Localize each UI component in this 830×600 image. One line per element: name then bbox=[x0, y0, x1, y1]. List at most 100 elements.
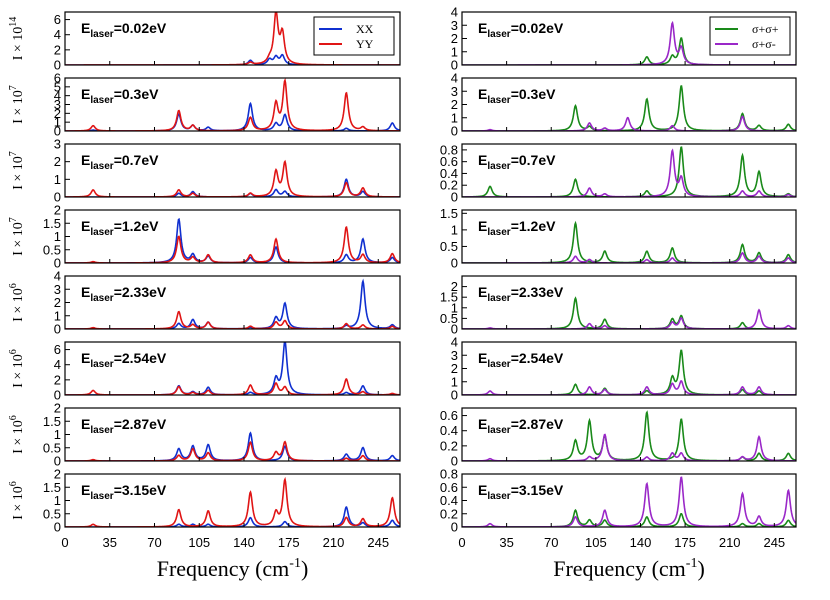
legend-right: σ+σ+σ+σ- bbox=[709, 16, 791, 56]
x-tick-label: 0 bbox=[61, 535, 68, 550]
panel-frame bbox=[64, 341, 401, 396]
y-tick-label: 2 bbox=[54, 106, 61, 121]
y-tick-label: 6 bbox=[54, 71, 61, 86]
y-tick-label: 2 bbox=[54, 154, 61, 169]
panel-energy-label: Elaser=0.7eV bbox=[81, 152, 159, 172]
y-tick-label: 0 bbox=[451, 256, 458, 271]
series-line-left-3-1 bbox=[65, 178, 400, 197]
panel-right-4: 0 0.5 11.5 Elaser=1.2eV bbox=[440, 206, 797, 271]
y-axis-label: I × 107 bbox=[8, 85, 26, 124]
y-tick-label: 2 bbox=[451, 361, 458, 376]
y-tick-label: 0 bbox=[54, 124, 61, 139]
y-tick-label: 1 bbox=[451, 44, 458, 59]
x-tick-label: 0 bbox=[458, 535, 465, 550]
y-tick-label: 5 bbox=[54, 79, 61, 94]
series-line-left-7-1 bbox=[65, 431, 400, 461]
legend-box bbox=[709, 16, 791, 56]
y-tick-label: 2 bbox=[451, 31, 458, 46]
x-tick-label: 35 bbox=[103, 535, 117, 550]
x-tick-label: 35 bbox=[499, 535, 513, 550]
legend-label: σ+σ+ bbox=[752, 22, 779, 36]
y-tick-label: 1 bbox=[54, 493, 61, 508]
y-tick-label: 3 bbox=[54, 137, 61, 152]
series-line-left-6-1 bbox=[65, 342, 400, 395]
panel-energy-label: Elaser=2.33eV bbox=[478, 284, 564, 304]
y-tick-label: 0.6 bbox=[440, 480, 458, 495]
y-tick-label: 3 bbox=[451, 84, 458, 99]
panel-energy-label: Elaser=2.87eV bbox=[81, 416, 167, 436]
panel-right-3: 00.20.40.60.8 Elaser=0.7eV bbox=[440, 142, 797, 205]
y-tick-label: 4 bbox=[54, 88, 61, 103]
panel-left-8: 00.511.52 Elaser=3.15eV I × 106 bbox=[8, 467, 401, 535]
panel-frame bbox=[461, 209, 797, 264]
y-tick-label: 0.8 bbox=[440, 142, 458, 157]
x-tick-label: 140 bbox=[630, 535, 652, 550]
y-tick-label: 0 bbox=[451, 454, 458, 469]
y-tick-label: 1 bbox=[451, 374, 458, 389]
y-tick-label: 6 bbox=[54, 342, 61, 357]
y-tick-label: 1 bbox=[451, 222, 458, 237]
y-tick-label: 1 bbox=[54, 427, 61, 442]
y-tick-label: 0.2 bbox=[440, 506, 458, 521]
x-tick-label: 140 bbox=[233, 535, 255, 550]
series-line-left-1-1 bbox=[65, 53, 400, 65]
x-axis-label: Frequency (cm-1) bbox=[553, 556, 705, 581]
y-tick-label: 4 bbox=[451, 5, 458, 20]
y-tick-label: 4 bbox=[451, 335, 458, 350]
x-tick-label: 245 bbox=[763, 535, 785, 550]
panel-frame bbox=[461, 407, 797, 462]
panel-energy-label: Elaser=0.02eV bbox=[81, 20, 167, 40]
panel-right-7: 00.20.40.6 Elaser=2.87eV bbox=[440, 407, 797, 469]
panel-energy-label: Elaser=2.54eV bbox=[81, 350, 167, 370]
y-tick-label: 1.5 bbox=[43, 480, 61, 495]
x-tick-label: 245 bbox=[367, 535, 389, 550]
x-tick-label: 210 bbox=[719, 535, 741, 550]
y-tick-label: 4 bbox=[451, 71, 458, 86]
y-axis-label: I × 107 bbox=[8, 217, 26, 256]
y-tick-label: 0 bbox=[54, 322, 61, 337]
x-tick-label: 70 bbox=[544, 535, 558, 550]
y-tick-label: 3 bbox=[451, 18, 458, 33]
series-line-right-6-2 bbox=[462, 380, 796, 395]
panel-left-3: 0 1 2 3 Elaser=0.7eV I × 107 bbox=[8, 137, 401, 205]
x-tick-label: 210 bbox=[323, 535, 345, 550]
y-tick-label: 2 bbox=[451, 279, 458, 294]
panel-frame bbox=[461, 275, 797, 330]
panel-energy-label: Elaser=0.3eV bbox=[81, 86, 159, 106]
y-axis-label: I × 106 bbox=[8, 415, 26, 454]
y-tick-label: 2 bbox=[54, 372, 61, 387]
legend-box bbox=[313, 16, 395, 56]
panel-energy-label: Elaser=1.2eV bbox=[81, 218, 159, 238]
y-tick-label: 1.5 bbox=[43, 216, 61, 231]
y-tick-label: 0 bbox=[54, 190, 61, 205]
y-tick-label: 6 bbox=[54, 12, 61, 27]
y-tick-label: 1 bbox=[451, 110, 458, 125]
y-tick-label: 3 bbox=[451, 348, 458, 363]
x-tick-label: 175 bbox=[278, 535, 300, 550]
x-axis-label: Frequency (cm-1) bbox=[157, 556, 309, 581]
y-tick-label: 0.6 bbox=[440, 408, 458, 423]
y-tick-label: 0 bbox=[54, 388, 61, 403]
y-tick-label: 0 bbox=[451, 322, 458, 337]
y-tick-label: 2 bbox=[54, 467, 61, 482]
x-tick-label: 105 bbox=[188, 535, 210, 550]
y-tick-label: 0.5 bbox=[43, 440, 61, 455]
panel-energy-label: Elaser=1.2eV bbox=[478, 218, 556, 238]
y-tick-label: 0.4 bbox=[440, 493, 458, 508]
y-tick-label: 1 bbox=[54, 115, 61, 130]
panel-frame bbox=[461, 143, 797, 198]
y-tick-label: 0.5 bbox=[43, 242, 61, 257]
panel-energy-label: Elaser=0.3eV bbox=[478, 86, 556, 106]
y-tick-label: 1 bbox=[54, 229, 61, 244]
y-tick-label: 0.5 bbox=[43, 506, 61, 521]
y-tick-label: 0.6 bbox=[440, 154, 458, 169]
y-tick-label: 0 bbox=[54, 58, 61, 73]
panel-left-4: 00.511.52 Elaser=1.2eV I × 107 bbox=[8, 203, 401, 271]
y-tick-label: 2 bbox=[54, 203, 61, 218]
